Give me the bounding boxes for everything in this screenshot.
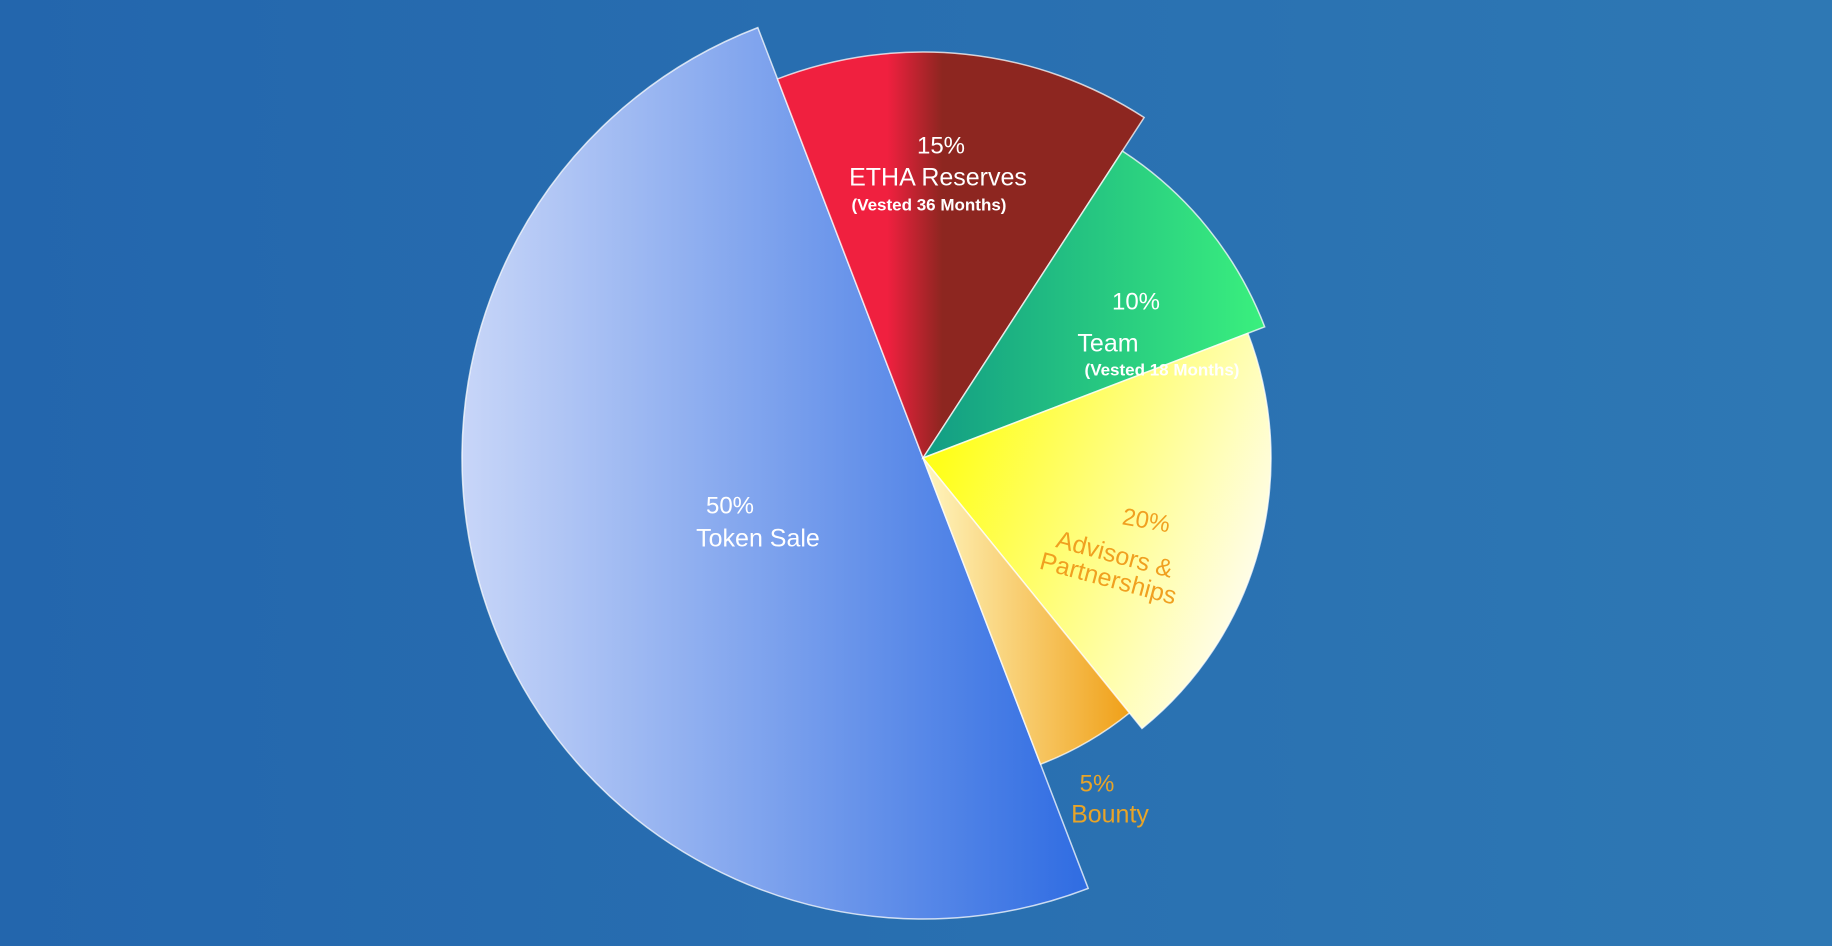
value-label: 5% — [1080, 770, 1115, 797]
slice-note: (Vested 36 Months) — [852, 195, 1007, 214]
value-label: 50% — [706, 492, 754, 519]
pie-slice — [921, 150, 1266, 460]
pie-slice — [461, 26, 1090, 920]
value-label: 15% — [917, 132, 965, 159]
slice-label: Bounty — [1071, 801, 1149, 829]
slice-label: Team — [1077, 330, 1138, 358]
value-label: 10% — [1112, 288, 1160, 315]
slice-label: Token Sale — [696, 525, 820, 553]
pie-slice — [922, 457, 1131, 766]
pie-slice — [921, 332, 1272, 730]
pie-slice — [776, 51, 1146, 460]
slice-note: (Vested 18 Months) — [1085, 360, 1240, 379]
slice-label: ETHA Reserves — [849, 164, 1027, 192]
